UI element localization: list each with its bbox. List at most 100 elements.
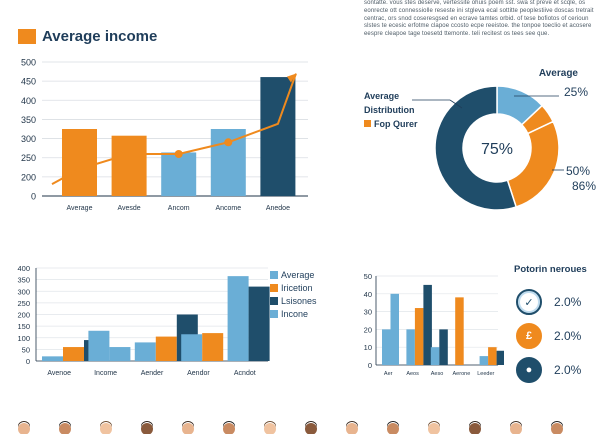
x-tick-label: Aendor — [187, 370, 210, 377]
y-tick-label: 250 — [17, 299, 30, 308]
title-swatch — [18, 29, 36, 44]
x-tick-label: Aeos — [406, 371, 419, 377]
y-tick-label: 0 — [31, 192, 36, 202]
x-tick-label: Ancom — [168, 205, 190, 212]
trend-point — [125, 150, 134, 158]
stat-value: 2.0% — [554, 329, 582, 343]
person-icon — [346, 423, 358, 434]
y-tick-label: 200 — [17, 311, 30, 320]
y-tick-label: 50 — [364, 272, 372, 281]
bar — [161, 152, 197, 196]
legend-leader — [449, 99, 463, 109]
trend-point — [75, 165, 84, 174]
bar — [390, 293, 399, 365]
legend-swatch — [270, 271, 278, 279]
intro-text: sontatte. vous stes deserve, vertessite … — [364, 0, 594, 38]
y-tick-label: 50 — [22, 345, 30, 354]
x-tick-label: Income — [94, 370, 117, 377]
pound-icon: £ — [516, 323, 542, 349]
y-tick-label: 300 — [21, 134, 36, 144]
person-icon — [18, 423, 30, 434]
person-icon — [141, 423, 153, 434]
y-tick-label: 0 — [368, 361, 372, 370]
person-icon — [551, 423, 563, 434]
person-icon — [387, 423, 399, 434]
x-tick-label: Avesde — [117, 205, 140, 212]
y-tick-label: 40 — [364, 290, 372, 299]
bar — [109, 347, 131, 361]
legend-swatch — [270, 297, 278, 305]
person-hair — [141, 421, 153, 428]
stat-value: 2.0% — [554, 295, 582, 309]
bar — [62, 129, 97, 196]
bar — [382, 329, 391, 365]
person-hair — [223, 421, 235, 428]
bar — [63, 347, 84, 361]
distribution-donut-chart: 75% Average Distribution Fop Qurer Average 25… — [364, 68, 596, 211]
legend-label: Lsisones — [281, 296, 317, 306]
x-tick-label: Average — [67, 205, 93, 212]
legend-swatch — [364, 120, 371, 127]
person-hair — [387, 421, 399, 428]
person-icon — [305, 423, 317, 434]
callout-value: 25% — [564, 85, 588, 99]
y-tick-label: 350 — [21, 115, 36, 125]
bar — [202, 333, 224, 361]
legend-swatch — [270, 310, 278, 318]
x-tick-label: Aeso — [431, 371, 444, 377]
y-tick-label: 500 — [21, 58, 36, 68]
legend-title-line: Distribution — [364, 105, 415, 115]
person-hair — [346, 421, 358, 428]
y-tick-label: 100 — [17, 334, 30, 343]
y-tick-label: 150 — [17, 322, 30, 331]
y-tick-label: 400 — [21, 96, 36, 106]
bar — [496, 350, 504, 365]
bar — [406, 329, 415, 365]
y-tick-label: 10 — [364, 343, 372, 352]
bar — [134, 342, 156, 361]
donut-slice — [434, 85, 518, 211]
bar — [42, 356, 63, 361]
person-hair — [469, 421, 481, 428]
legend-label: Average — [281, 270, 314, 280]
person-icon — [59, 423, 71, 434]
small-bar-chart: 0 10 20 30 40 50 Aer Aeos Aeso Aerone Leeder — [364, 272, 504, 377]
y-tick-label: 300 — [17, 287, 30, 296]
y-tick-label: 30 — [364, 308, 372, 317]
side-stats-title: Potorin neroues — [514, 264, 587, 275]
bar — [455, 297, 464, 365]
person-hair — [100, 421, 112, 428]
person-icon: ● — [516, 357, 542, 383]
person-icon — [182, 423, 194, 434]
y-tick-label: 400 — [17, 264, 30, 273]
person-icon — [264, 423, 276, 434]
x-tick-label: Avenoe — [47, 370, 71, 377]
donut-center-label: 75% — [481, 141, 513, 158]
person-hair — [264, 421, 276, 428]
side-stats: Potorin neroues ✓ 2.0% £2.0% ● 2.0% — [506, 262, 610, 387]
person-hair — [59, 421, 71, 428]
trend-point — [224, 138, 233, 147]
person-hair — [510, 421, 522, 428]
grouped-bar-chart: 0 50 100 150 200 250 300 350 400 Avenoe Income Aend… — [17, 264, 317, 377]
stat-row: ✓ 2.0% — [516, 285, 610, 319]
bar — [248, 286, 270, 361]
income-bar-line-chart: 0 200 250 300 350 400 450 500 Average Avesde Ancom… — [21, 58, 308, 212]
bar — [181, 334, 203, 361]
y-tick-label: 350 — [17, 276, 30, 285]
stat-row: ● 2.0% — [516, 353, 610, 387]
callout-value: 86% — [572, 179, 596, 193]
y-tick-label: 200 — [21, 172, 36, 182]
callout-label: Average — [539, 68, 579, 79]
person-icon — [428, 423, 440, 434]
person-icon — [469, 423, 481, 434]
person-icon — [223, 423, 235, 434]
bar — [155, 336, 177, 361]
x-tick-label: Ancome — [215, 205, 241, 212]
trend-point — [174, 150, 183, 158]
x-tick-label: Acndot — [234, 370, 256, 377]
person-icon — [100, 423, 112, 434]
person-icon — [510, 423, 522, 434]
legend-swatch — [270, 284, 278, 292]
y-tick-label: 20 — [364, 325, 372, 334]
